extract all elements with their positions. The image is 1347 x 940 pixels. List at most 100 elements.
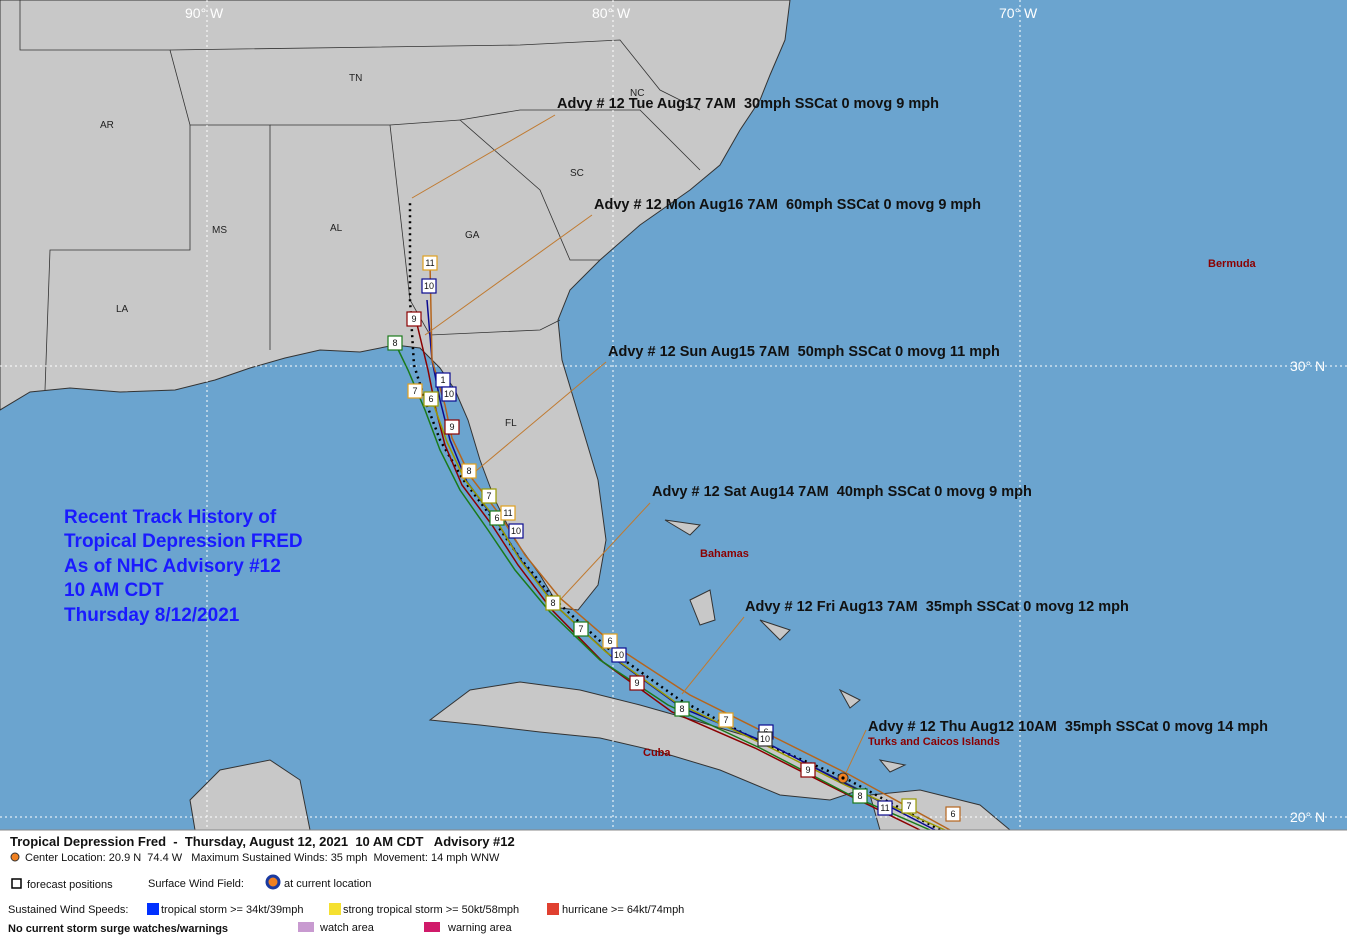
current-location-dot [841, 776, 845, 780]
track-label-box [901, 798, 917, 814]
track-label-box [629, 675, 645, 691]
place-label: Turks and Caicos Islands [868, 736, 1000, 748]
leader-line [424, 214, 593, 336]
track-label: 9 [449, 422, 454, 432]
state-label: MS [212, 225, 227, 236]
legend-wind-field-icon [265, 874, 281, 890]
state-label: FL [505, 418, 517, 429]
track-label: 9 [634, 678, 639, 688]
advisory-annotation: Advy # 12 Sat Aug14 7AM 40mph SSCat 0 mo… [652, 484, 1032, 500]
state-label: LA [116, 304, 129, 315]
track-labels: 111098761109876111087610987610981176 [387, 255, 961, 822]
track-label-box [611, 647, 627, 663]
track-label: 8 [392, 338, 397, 348]
annotation-leaders [411, 114, 867, 776]
longitude-label: 70° W [999, 5, 1038, 21]
longitude-label: 80° W [592, 5, 631, 21]
track-label: 10 [424, 281, 434, 291]
history-title: 10 AM CDT [64, 580, 164, 601]
legend-ts: tropical storm >= 34kt/39mph [161, 904, 303, 916]
place-label: Bermuda [1208, 258, 1257, 270]
latitude-label: 30° N [1290, 358, 1325, 374]
track-label-box [500, 505, 516, 521]
leader-line [844, 729, 867, 776]
legend-surge: No current storm surge watches/warnings [8, 923, 228, 935]
legend-panel [0, 830, 1347, 940]
track-label-box [421, 278, 437, 294]
state-label: NC [630, 88, 644, 99]
track-label-box [508, 523, 524, 539]
track-label: 11 [425, 258, 434, 268]
track-label-box [573, 621, 589, 637]
track-label: 7 [486, 491, 491, 501]
track-label-box [674, 701, 690, 717]
history-title: Recent Track History of [64, 507, 277, 528]
state-label: AL [330, 223, 343, 234]
track-label-box [441, 386, 457, 402]
advisory-annotation: Advy # 12 Mon Aug16 7AM 60mph SSCat 0 mo… [594, 197, 981, 213]
legend-warning-icon [424, 922, 440, 932]
legend-center-icon [10, 852, 20, 862]
legend-forecast: forecast positions [27, 879, 113, 891]
track-label-box [407, 383, 423, 399]
track-label-box [602, 633, 618, 649]
track-label: 7 [578, 624, 583, 634]
legend-warning: warning area [447, 922, 512, 934]
leader-line [411, 114, 556, 199]
legend-sts: strong tropical storm >= 50kt/58mph [343, 904, 519, 916]
track-label-box [852, 788, 868, 804]
legend-watch: watch area [319, 922, 375, 934]
advisory-annotation: Advy # 12 Thu Aug12 10AM 35mph SSCat 0 m… [868, 719, 1268, 735]
land [0, 0, 1012, 831]
track-label: 8 [550, 598, 555, 608]
legend-ts-icon [147, 903, 159, 915]
state-label: GA [465, 230, 480, 241]
latitude-label: 20° N [1290, 809, 1325, 825]
place-label: Bahamas [700, 548, 749, 560]
track-label: 8 [679, 704, 684, 714]
track-label-box [718, 712, 734, 728]
graticule [0, 0, 1347, 830]
track-label: 8 [466, 466, 471, 476]
track-label-box [757, 731, 773, 747]
history-title: Thursday 8/12/2021 [64, 605, 240, 626]
leader-line [681, 616, 745, 695]
track-label: 6 [950, 809, 955, 819]
state-label: AR [100, 120, 114, 131]
legend-watch-icon [298, 922, 314, 932]
track-label-box [406, 311, 422, 327]
track-label-box [423, 391, 439, 407]
legend-wind-field: Surface Wind Field: [148, 878, 244, 890]
legend-hu: hurricane >= 64kt/74mph [562, 904, 684, 916]
track-label-box [422, 255, 438, 271]
history-title: As of NHC Advisory #12 [64, 556, 281, 577]
advisory-annotation: Advy # 12 Tue Aug17 7AM 30mph SSCat 0 mo… [557, 96, 939, 112]
legend-sts-icon [329, 903, 341, 915]
track-label-box [461, 463, 477, 479]
track-label: 9 [411, 314, 416, 324]
state-borders [19, 0, 701, 391]
track-label-box [877, 800, 893, 816]
advisory-annotation: Advy # 12 Fri Aug13 7AM 35mph SSCat 0 mo… [745, 599, 1129, 615]
longitude-label: 90° W [185, 5, 224, 21]
track-label-box [444, 419, 460, 435]
track-label: 10 [614, 650, 624, 660]
state-label: TN [349, 73, 362, 84]
track-label: 6 [607, 636, 612, 646]
track-label: 10 [511, 526, 521, 536]
track-label: 11 [880, 803, 889, 813]
track [394, 342, 931, 831]
leader-line [469, 361, 607, 477]
track-label: 10 [760, 734, 770, 744]
legend-forecast-icon [11, 878, 22, 889]
track-label: 6 [494, 513, 499, 523]
track-label-box [545, 595, 561, 611]
track-label: 11 [503, 508, 512, 518]
legend-header: Tropical Depression Fred - Thursday, Aug… [10, 834, 515, 849]
track-label: 8 [857, 791, 862, 801]
track-label: 9 [805, 765, 810, 775]
legend-wind-speeds: Sustained Wind Speeds: [8, 904, 128, 916]
legend-current-location: at current location [284, 878, 371, 890]
legend-hu-icon [547, 903, 559, 915]
